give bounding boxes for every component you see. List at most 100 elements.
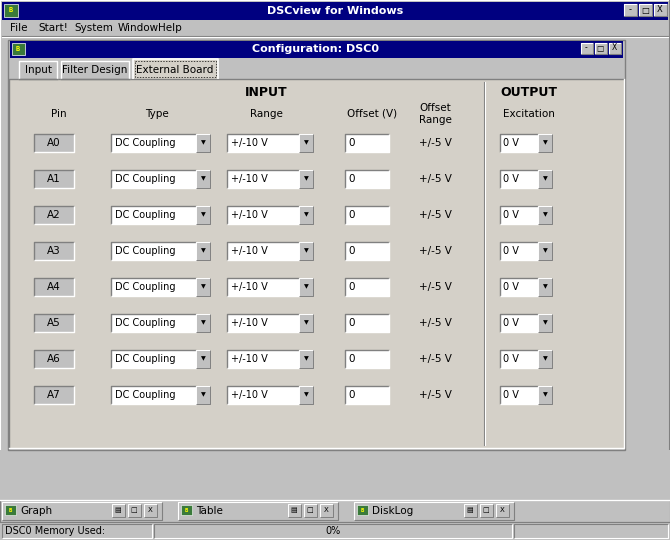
Text: X: X bbox=[147, 507, 152, 513]
Text: DiskLog: DiskLog bbox=[372, 506, 413, 516]
Bar bbox=[181, 505, 192, 515]
Text: DC Coupling: DC Coupling bbox=[115, 354, 176, 364]
Bar bbox=[227, 278, 299, 296]
Text: 0: 0 bbox=[348, 318, 354, 328]
Bar bbox=[345, 350, 389, 368]
Bar bbox=[299, 278, 313, 296]
Bar bbox=[196, 206, 210, 224]
Text: Type: Type bbox=[145, 109, 169, 119]
Text: ▼: ▼ bbox=[304, 321, 308, 326]
Bar bbox=[196, 242, 210, 260]
Bar bbox=[299, 350, 313, 368]
Text: 0 V: 0 V bbox=[503, 210, 519, 220]
Text: DC Coupling: DC Coupling bbox=[115, 210, 176, 220]
Text: ▼: ▼ bbox=[200, 213, 206, 218]
Bar bbox=[639, 4, 652, 16]
Text: DSC0 Memory Used:: DSC0 Memory Used: bbox=[5, 526, 105, 536]
Text: +/-10 V: +/-10 V bbox=[231, 174, 268, 184]
Text: □: □ bbox=[641, 5, 649, 15]
Text: +/-5 V: +/-5 V bbox=[419, 246, 452, 256]
Bar bbox=[34, 134, 74, 152]
Text: External Board: External Board bbox=[136, 65, 214, 75]
Text: B: B bbox=[16, 46, 20, 52]
Text: -: - bbox=[585, 44, 588, 52]
Text: ▼: ▼ bbox=[200, 321, 206, 326]
Bar bbox=[144, 504, 157, 517]
Bar bbox=[320, 504, 333, 517]
Bar bbox=[480, 504, 493, 517]
Text: +/-5 V: +/-5 V bbox=[419, 354, 452, 364]
Text: ▼: ▼ bbox=[543, 213, 547, 218]
Text: Range: Range bbox=[249, 109, 283, 119]
Bar bbox=[345, 278, 389, 296]
Bar bbox=[178, 502, 338, 520]
Text: DC Coupling: DC Coupling bbox=[115, 318, 176, 328]
Bar bbox=[0, 450, 670, 500]
Bar bbox=[345, 134, 389, 152]
Bar bbox=[112, 504, 125, 517]
Text: ▼: ▼ bbox=[543, 177, 547, 181]
Bar bbox=[34, 170, 74, 188]
Text: DC Coupling: DC Coupling bbox=[115, 174, 176, 184]
Bar bbox=[34, 242, 74, 260]
Bar bbox=[345, 386, 389, 404]
Bar bbox=[299, 242, 313, 260]
Text: 0 V: 0 V bbox=[503, 354, 519, 364]
Text: 0: 0 bbox=[348, 390, 354, 400]
Bar bbox=[538, 134, 552, 152]
Bar bbox=[34, 278, 74, 296]
Bar bbox=[654, 4, 667, 16]
Bar bbox=[61, 61, 129, 79]
Bar bbox=[538, 206, 552, 224]
Text: DC Coupling: DC Coupling bbox=[115, 390, 176, 400]
Text: X: X bbox=[500, 507, 505, 513]
Text: 0 V: 0 V bbox=[503, 390, 519, 400]
Text: Start!: Start! bbox=[38, 23, 68, 33]
Bar bbox=[609, 43, 621, 54]
Text: ▤: ▤ bbox=[467, 507, 473, 513]
Text: DC Coupling: DC Coupling bbox=[115, 282, 176, 292]
Text: ▼: ▼ bbox=[304, 213, 308, 218]
Text: -: - bbox=[628, 5, 632, 15]
Text: ▼: ▼ bbox=[543, 248, 547, 253]
Text: DSCview for Windows: DSCview for Windows bbox=[267, 6, 403, 16]
Text: 0 V: 0 V bbox=[503, 282, 519, 292]
Bar bbox=[299, 206, 313, 224]
Bar bbox=[500, 314, 538, 332]
Text: +/-10 V: +/-10 V bbox=[231, 390, 268, 400]
Bar bbox=[19, 61, 57, 79]
Text: 0 V: 0 V bbox=[503, 174, 519, 184]
Text: B: B bbox=[9, 8, 13, 14]
Text: A1: A1 bbox=[47, 174, 61, 184]
Bar bbox=[500, 386, 538, 404]
Text: ▼: ▼ bbox=[200, 140, 206, 145]
Bar bbox=[111, 314, 196, 332]
Text: 0: 0 bbox=[348, 138, 354, 148]
Bar bbox=[538, 314, 552, 332]
Text: □: □ bbox=[596, 44, 604, 52]
Text: File: File bbox=[10, 23, 27, 33]
Text: Table: Table bbox=[196, 506, 223, 516]
Text: Input: Input bbox=[25, 65, 52, 75]
Bar bbox=[5, 505, 16, 515]
Text: X: X bbox=[324, 507, 328, 513]
Bar bbox=[111, 242, 196, 260]
Text: +/-5 V: +/-5 V bbox=[419, 138, 452, 148]
Text: □: □ bbox=[131, 507, 137, 513]
Bar bbox=[2, 524, 152, 538]
Text: 0%: 0% bbox=[326, 526, 340, 536]
Text: +/-10 V: +/-10 V bbox=[231, 138, 268, 148]
Text: X: X bbox=[611, 44, 616, 52]
Text: 0: 0 bbox=[348, 282, 354, 292]
Bar bbox=[354, 502, 514, 520]
Text: Excitation: Excitation bbox=[503, 109, 555, 119]
Text: ▼: ▼ bbox=[543, 140, 547, 145]
Text: +/-10 V: +/-10 V bbox=[231, 282, 268, 292]
Bar bbox=[196, 278, 210, 296]
Bar bbox=[288, 504, 301, 517]
Bar bbox=[111, 134, 196, 152]
Bar bbox=[514, 524, 668, 538]
Text: 0: 0 bbox=[348, 210, 354, 220]
Text: +/-5 V: +/-5 V bbox=[419, 210, 452, 220]
Bar bbox=[496, 504, 509, 517]
